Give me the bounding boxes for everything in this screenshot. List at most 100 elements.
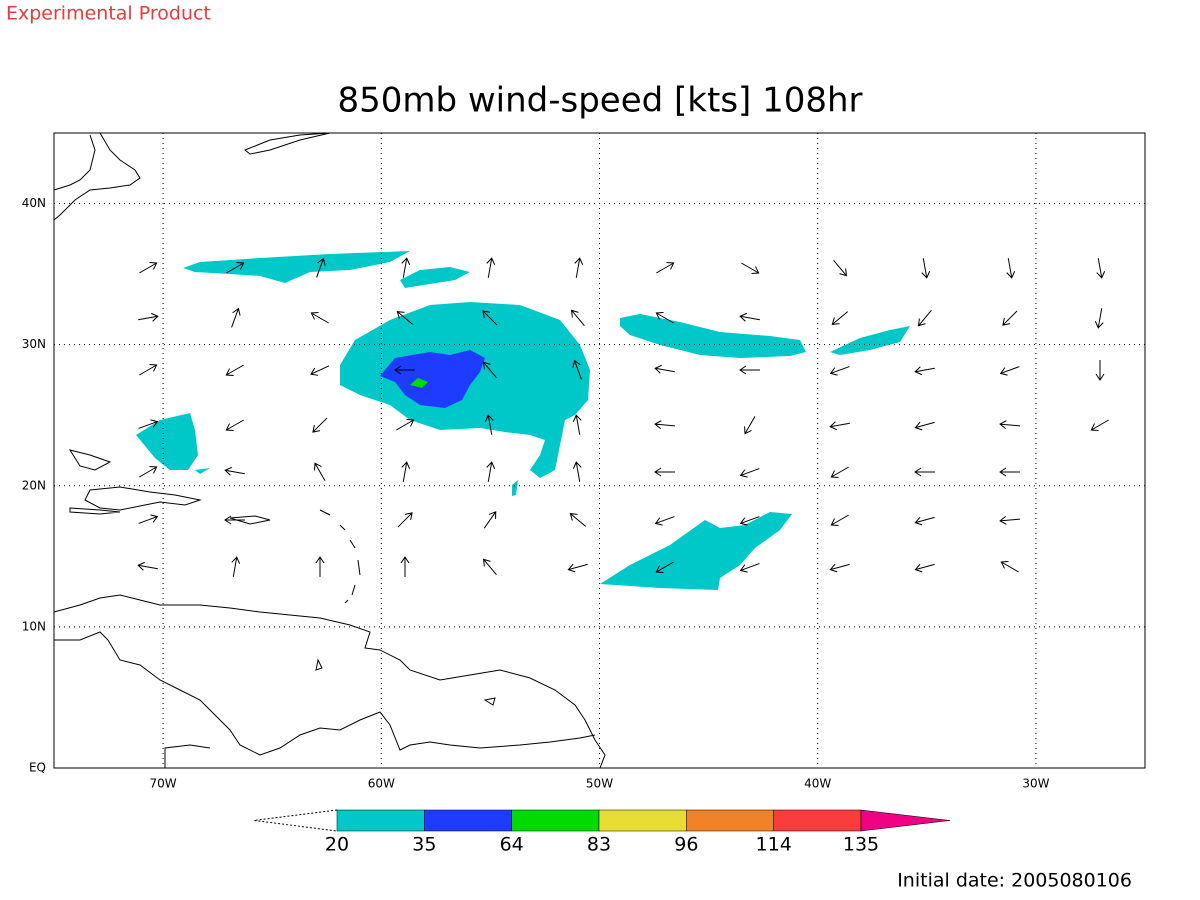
colorbar-label: 135 — [843, 834, 879, 856]
wind-arrow — [137, 561, 158, 571]
colorbar-over — [860, 809, 951, 832]
wind-arrow — [483, 511, 497, 529]
lat-tick-label: 20N — [22, 478, 46, 492]
wind-arrow — [231, 556, 241, 577]
colorbar-box — [598, 809, 687, 832]
wind-arrow — [312, 417, 328, 433]
wind-arrow — [572, 359, 582, 380]
initial-date: Initial date: 2005080106 — [897, 870, 1132, 892]
coastline — [244, 132, 331, 155]
colorbar-under — [253, 809, 338, 832]
wind-arrow — [394, 365, 415, 375]
speed-area — [512, 480, 518, 496]
wind-arrow — [310, 312, 329, 324]
wind-arrow — [486, 257, 496, 278]
colorbar-label: 114 — [756, 834, 792, 856]
wind-arrow — [482, 361, 497, 378]
wind-arrow — [739, 563, 760, 573]
wind-arrow — [139, 364, 158, 376]
wind-arrow — [138, 514, 159, 524]
wind-arrow — [314, 462, 326, 481]
grid — [54, 133, 1145, 769]
wind-arrow — [1096, 258, 1106, 279]
wind-arrow — [400, 556, 410, 577]
wind-arrow — [486, 461, 496, 482]
wind-arrow — [484, 414, 494, 435]
wind-arrow — [739, 365, 760, 375]
wind-arrow — [225, 364, 244, 376]
wind-arrow — [315, 556, 325, 577]
colorbar-box — [773, 809, 862, 832]
wind-arrow — [739, 312, 760, 322]
wind-arrow — [401, 257, 411, 278]
lat-tick-label: 10N — [22, 619, 46, 633]
lat-tick-label: EQ — [29, 761, 46, 775]
wind-arrow — [1090, 419, 1109, 431]
wind-arrow — [226, 262, 245, 274]
speed-area — [400, 267, 470, 288]
wind-arrow — [654, 364, 675, 374]
coastline — [319, 509, 361, 604]
wind-arrow — [914, 516, 935, 526]
wind-arrow — [999, 366, 1020, 376]
colorbar-label: 64 — [500, 834, 524, 856]
wind-arrow — [654, 467, 675, 477]
product-label: Experimental Product — [6, 3, 211, 25]
lon-tick-label: 30W — [1022, 777, 1049, 791]
colorbar-label: 35 — [412, 834, 436, 856]
wind-arrow — [224, 515, 245, 525]
wind-arrow — [739, 516, 760, 526]
wind-arrow — [396, 310, 413, 325]
wind-arrow — [316, 257, 326, 278]
wind-arrow — [231, 307, 241, 328]
colorbar-label: 96 — [674, 834, 698, 856]
wind-arrow — [569, 512, 586, 527]
wind-arrow — [1000, 561, 1019, 573]
wind-arrow — [831, 311, 848, 326]
wind-arrow — [833, 260, 848, 277]
wind-arrow — [921, 258, 931, 279]
wind-arrow — [830, 466, 849, 478]
speed-area — [380, 350, 485, 408]
wind-arrow — [225, 419, 244, 431]
coastline — [53, 132, 141, 221]
wind-arrow — [741, 262, 760, 274]
wind-arrow — [744, 416, 756, 435]
wind-arrow — [914, 467, 935, 477]
wind-arrow — [1002, 310, 1018, 326]
coastline — [53, 594, 606, 769]
wind-arrow — [914, 563, 935, 573]
speed-area — [410, 378, 428, 388]
wind-arrow — [999, 467, 1020, 477]
wind-arrow — [138, 419, 159, 429]
lat-tick-label: 30N — [22, 337, 46, 351]
wind-arrow — [830, 514, 849, 526]
coastline — [68, 449, 271, 525]
wind-arrow — [656, 262, 675, 274]
wind-arrow — [655, 561, 674, 573]
wind-arrow — [829, 563, 850, 573]
speed-area — [830, 326, 910, 355]
wind-arrow — [572, 461, 582, 482]
wind-arrow — [999, 420, 1021, 430]
wind-arrow — [829, 421, 850, 431]
coastlines — [53, 132, 606, 769]
wind-arrow — [310, 365, 330, 376]
wind-arrow — [572, 414, 582, 435]
wind-arrow — [567, 563, 588, 573]
wind-arrow — [139, 466, 158, 478]
colorbar-box — [511, 809, 600, 832]
wind-arrow — [138, 312, 159, 322]
wind-arrow — [1094, 308, 1104, 329]
wind-arrow — [999, 515, 1021, 525]
lon-tick-label: 50W — [586, 777, 613, 791]
wind-arrow — [654, 420, 676, 430]
colorbar-label: 20 — [325, 834, 349, 856]
lon-tick-label: 60W — [368, 777, 395, 791]
wind-arrow — [574, 257, 584, 278]
wind-arrow — [739, 468, 760, 478]
colorbar-label: 83 — [587, 834, 611, 856]
colorbar: 20 35 64 83 96 114 135 — [253, 809, 951, 856]
colorbar-box — [686, 809, 774, 832]
